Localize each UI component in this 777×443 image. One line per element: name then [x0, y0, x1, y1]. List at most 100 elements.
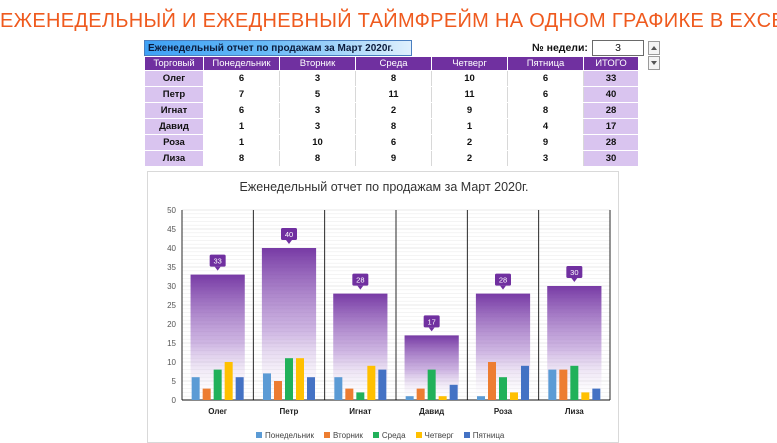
total-cell[interactable]: 30 — [583, 150, 639, 167]
total-cell[interactable]: 33 — [583, 70, 639, 87]
total-data-label: 33 — [213, 257, 221, 266]
daily-bar — [307, 377, 315, 400]
legend-swatch — [463, 432, 470, 438]
x-category-label: Роза — [494, 407, 513, 416]
sales-cell[interactable]: 9 — [431, 102, 508, 119]
x-category-label: Давид — [419, 407, 444, 416]
page-banner-title: ЕЖЕНЕДЕЛЬНЫЙ И ЕЖЕДНЕВНЫЙ ТАЙМФРЕЙМ НА О… — [0, 10, 777, 32]
sales-cell[interactable]: 1 — [431, 118, 508, 135]
sales-cell[interactable]: 7 — [203, 86, 280, 103]
table-row: Игнат 6 3 2 9 8 28 — [144, 102, 639, 119]
table-row: Олег 6 3 8 10 6 33 — [144, 70, 639, 87]
sales-cell[interactable]: 3 — [507, 150, 584, 167]
daily-bar — [416, 388, 425, 400]
y-tick-label: 0 — [172, 396, 177, 405]
legend-label: Понедельник — [265, 430, 314, 440]
sales-cell[interactable]: 10 — [431, 70, 508, 87]
sales-cell[interactable]: 3 — [279, 118, 356, 135]
sales-cell[interactable]: 5 — [279, 86, 356, 103]
spinner-up-icon[interactable] — [648, 41, 660, 55]
sales-cell[interactable]: 9 — [355, 150, 432, 167]
week-label: № недели: — [532, 42, 588, 54]
header-cell-wednesday[interactable]: Среда — [355, 56, 432, 71]
header-cell-thursday[interactable]: Четверг — [431, 56, 508, 71]
legend-swatch — [372, 432, 379, 438]
sales-cell[interactable]: 2 — [431, 134, 508, 151]
sales-cell[interactable]: 3 — [279, 70, 356, 87]
daily-bar — [274, 381, 282, 400]
sales-cell[interactable]: 1 — [203, 118, 280, 135]
table-row: Петр 7 5 11 11 6 40 — [144, 86, 639, 103]
sales-cell[interactable]: 2 — [355, 102, 432, 119]
header-cell-friday[interactable]: Пятница — [507, 56, 584, 71]
sales-chart[interactable]: Еженедельный отчет по продажам за Март 2… — [147, 171, 619, 443]
seller-name-cell[interactable]: Олег — [144, 70, 204, 87]
header-cell-total[interactable]: ИТОГО — [583, 56, 639, 71]
x-category-label: Игнат — [349, 407, 371, 416]
daily-bar — [224, 362, 233, 400]
x-category-label: Лиза — [565, 407, 584, 416]
total-data-label: 40 — [285, 230, 293, 239]
sales-cell[interactable]: 1 — [203, 134, 280, 151]
total-data-label: 28 — [499, 276, 507, 285]
daily-bar — [296, 358, 304, 400]
header-cell-seller[interactable]: Торговый — [144, 56, 204, 71]
daily-bar — [202, 388, 211, 400]
daily-bar — [405, 396, 414, 400]
daily-bar — [488, 362, 496, 400]
header-cell-tuesday[interactable]: Вторник — [279, 56, 356, 71]
sales-cell[interactable]: 8 — [507, 102, 584, 119]
legend-label: Четверг — [424, 430, 454, 440]
sales-cell[interactable]: 11 — [355, 86, 432, 103]
chart-legend: Понедельник Вторник Среда Четверг Пятница — [256, 429, 504, 441]
seller-name-cell[interactable]: Лиза — [144, 150, 204, 167]
daily-bar — [438, 396, 447, 400]
legend-label: Среда — [381, 430, 406, 440]
y-tick-label: 25 — [167, 301, 176, 310]
seller-name-cell[interactable]: Роза — [144, 134, 204, 151]
header-cell-monday[interactable]: Понедельник — [203, 56, 280, 71]
table-row: Давид 1 3 8 1 4 17 — [144, 118, 639, 135]
report-header-row: Еженедельный отчет по продажам за Март 2… — [144, 40, 644, 56]
week-number-input[interactable]: 3 — [592, 40, 644, 56]
sales-cell[interactable]: 8 — [355, 70, 432, 87]
y-tick-label: 20 — [167, 320, 176, 329]
sales-cell[interactable]: 6 — [507, 70, 584, 87]
total-cell[interactable]: 28 — [583, 102, 639, 119]
sales-table: Торговый Понедельник Вторник Среда Четве… — [144, 56, 639, 167]
total-callout-pointer — [357, 285, 364, 290]
sales-cell[interactable]: 2 — [431, 150, 508, 167]
sales-cell[interactable]: 6 — [203, 70, 280, 87]
total-cell[interactable]: 17 — [583, 118, 639, 135]
total-callout — [423, 315, 440, 328]
spinner-down-icon[interactable] — [648, 56, 660, 70]
total-callout-pointer — [286, 240, 292, 244]
seller-name-cell[interactable]: Петр — [144, 86, 204, 103]
y-tick-label: 30 — [167, 282, 176, 291]
sales-cell[interactable]: 8 — [279, 150, 356, 167]
table-row: Лиза 8 8 9 2 3 30 — [144, 150, 639, 167]
report-title-cell[interactable]: Еженедельный отчет по продажам за Март 2… — [144, 40, 412, 56]
daily-bar — [345, 388, 354, 400]
sales-cell[interactable]: 6 — [355, 134, 432, 151]
chart-plot-svg: 0 5 10 15 20 25 30 35 40 45 50 33 Олег 40 Петр 28 Игнат 1… — [167, 206, 611, 416]
total-cell[interactable]: 40 — [583, 86, 639, 103]
y-tick-label: 15 — [167, 339, 176, 348]
daily-bar — [235, 377, 244, 400]
sales-cell[interactable]: 10 — [279, 134, 356, 151]
sales-cell[interactable]: 11 — [431, 86, 508, 103]
sales-cell[interactable]: 4 — [507, 118, 584, 135]
sales-cell[interactable]: 9 — [507, 134, 584, 151]
sales-cell[interactable]: 3 — [279, 102, 356, 119]
week-spinner-control[interactable] — [648, 41, 660, 71]
total-callout-pointer — [500, 285, 506, 290]
seller-name-cell[interactable]: Давид — [144, 118, 204, 135]
daily-bar — [334, 377, 343, 400]
total-cell[interactable]: 28 — [583, 134, 639, 151]
sales-cell[interactable]: 6 — [507, 86, 584, 103]
seller-name-cell[interactable]: Игнат — [144, 102, 204, 119]
sales-cell[interactable]: 6 — [203, 102, 280, 119]
sales-cell[interactable]: 8 — [355, 118, 432, 135]
daily-bar — [570, 365, 579, 400]
sales-cell[interactable]: 8 — [203, 150, 280, 167]
